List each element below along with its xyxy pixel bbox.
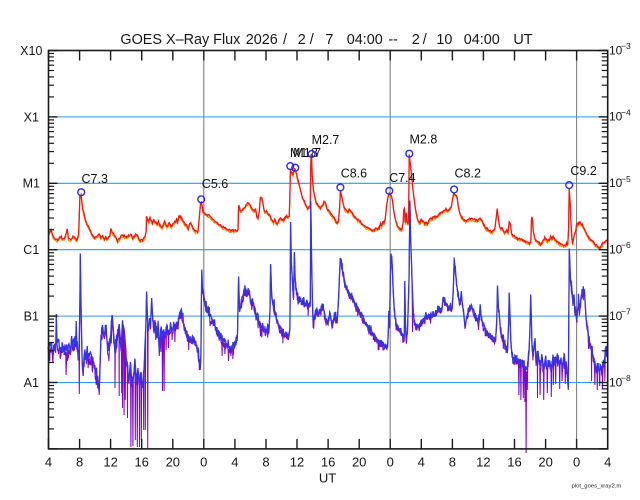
svg-text:C7.4: C7.4	[389, 171, 415, 185]
svg-text:C8.2: C8.2	[455, 166, 481, 180]
svg-text:0: 0	[573, 454, 580, 469]
svg-text:16: 16	[321, 454, 335, 469]
svg-text:8: 8	[449, 454, 456, 469]
svg-text:X1: X1	[24, 110, 39, 124]
svg-text:−7: −7	[621, 307, 631, 317]
svg-text:/: /	[423, 32, 427, 48]
svg-text:10: 10	[609, 243, 623, 257]
svg-text:UT: UT	[319, 471, 336, 486]
svg-text:4: 4	[604, 454, 611, 469]
svg-text:−8: −8	[621, 373, 631, 383]
svg-text:10: 10	[609, 110, 623, 124]
svg-text:10: 10	[609, 43, 623, 57]
svg-text:2026: 2026	[246, 32, 278, 48]
svg-text:0: 0	[387, 454, 394, 469]
svg-text:12: 12	[290, 454, 304, 469]
svg-text:4: 4	[231, 454, 238, 469]
svg-text:0: 0	[200, 454, 207, 469]
svg-text:12: 12	[476, 454, 490, 469]
svg-text:−4: −4	[621, 107, 631, 117]
svg-text:20: 20	[352, 454, 366, 469]
svg-text:4: 4	[418, 454, 425, 469]
svg-text:8: 8	[262, 454, 269, 469]
svg-text:04:00: 04:00	[347, 32, 383, 48]
svg-text:--: --	[388, 32, 398, 48]
svg-text:10: 10	[436, 32, 452, 48]
svg-text:/: /	[310, 32, 314, 48]
svg-text:20: 20	[538, 454, 552, 469]
svg-text:M2.7: M2.7	[312, 133, 340, 147]
svg-text:C8.6: C8.6	[341, 166, 367, 180]
svg-text:16: 16	[507, 454, 521, 469]
svg-text:plot_goes_xray2.m: plot_goes_xray2.m	[572, 483, 622, 489]
svg-text:C1: C1	[23, 243, 39, 257]
svg-text:20: 20	[166, 454, 180, 469]
svg-text:B1: B1	[24, 310, 39, 324]
svg-text:−3: −3	[621, 41, 631, 51]
svg-text:C7.3: C7.3	[82, 172, 108, 186]
svg-text:X10: X10	[20, 44, 42, 58]
svg-text:−5: −5	[621, 174, 631, 184]
svg-text:UT: UT	[513, 32, 532, 48]
svg-text:8: 8	[76, 454, 83, 469]
svg-text:4: 4	[45, 454, 52, 469]
svg-text:04:00: 04:00	[464, 32, 500, 48]
svg-text:2: 2	[412, 32, 420, 48]
svg-text:7: 7	[325, 32, 333, 48]
svg-text:M1: M1	[23, 177, 40, 191]
svg-text:10: 10	[609, 176, 623, 190]
svg-text:A1: A1	[24, 376, 39, 390]
svg-text:C9.2: C9.2	[570, 164, 596, 178]
svg-text:M2.8: M2.8	[410, 133, 438, 147]
svg-text:GOES X–Ray Flux: GOES X–Ray Flux	[120, 32, 241, 48]
svg-text:M1.7: M1.7	[293, 146, 321, 160]
svg-text:2: 2	[298, 32, 306, 48]
svg-text:−6: −6	[621, 240, 631, 250]
svg-text:10: 10	[609, 375, 623, 389]
svg-text:M1.8: M1.8	[290, 146, 318, 160]
svg-text:10: 10	[609, 309, 623, 323]
svg-text:16: 16	[134, 454, 148, 469]
svg-text:C5.6: C5.6	[202, 177, 228, 191]
svg-text:/: /	[283, 32, 287, 48]
svg-text:12: 12	[103, 454, 117, 469]
